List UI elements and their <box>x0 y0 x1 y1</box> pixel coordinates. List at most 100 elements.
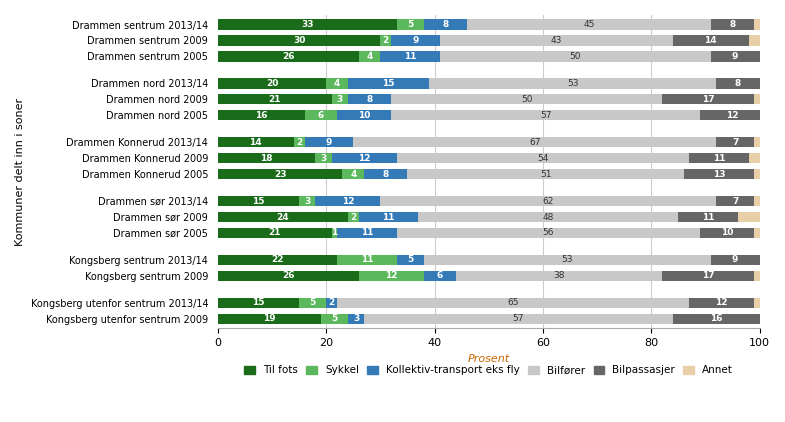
Bar <box>381 196 716 206</box>
Bar <box>305 137 353 147</box>
Text: 18: 18 <box>261 154 273 162</box>
Text: 3: 3 <box>320 154 327 162</box>
Bar <box>218 255 337 265</box>
Text: 33: 33 <box>301 20 313 29</box>
Bar <box>440 51 710 62</box>
Text: 3: 3 <box>304 197 310 206</box>
Text: 5: 5 <box>309 298 316 308</box>
Text: 56: 56 <box>542 228 554 238</box>
Bar <box>418 212 678 222</box>
Text: 22: 22 <box>272 255 283 265</box>
Bar <box>218 228 331 238</box>
Bar <box>337 110 391 120</box>
Text: 12: 12 <box>385 271 397 280</box>
Bar <box>391 110 700 120</box>
Bar <box>710 255 760 265</box>
Bar <box>218 212 348 222</box>
Text: 2: 2 <box>350 213 356 222</box>
Bar <box>689 153 749 163</box>
Bar <box>299 196 316 206</box>
Text: 8: 8 <box>367 95 373 104</box>
Bar <box>353 137 716 147</box>
Bar <box>327 78 348 89</box>
Text: 4: 4 <box>367 52 373 61</box>
Bar <box>337 228 396 238</box>
Bar <box>218 51 359 62</box>
Bar <box>673 35 749 46</box>
Text: 38: 38 <box>553 271 565 280</box>
Bar <box>316 196 381 206</box>
Text: 26: 26 <box>282 271 294 280</box>
Bar <box>754 169 760 179</box>
Text: 21: 21 <box>268 95 281 104</box>
Bar <box>218 298 299 308</box>
Text: 57: 57 <box>513 314 524 323</box>
Text: 9: 9 <box>326 138 332 147</box>
Bar <box>294 137 305 147</box>
Bar <box>218 110 305 120</box>
Text: 1: 1 <box>331 228 338 238</box>
Y-axis label: Kommuner delt inn i soner: Kommuner delt inn i soner <box>15 97 25 246</box>
Bar <box>456 271 662 281</box>
Bar <box>299 298 327 308</box>
Text: 62: 62 <box>542 197 554 206</box>
Bar <box>381 35 391 46</box>
Bar <box>424 19 467 30</box>
Text: 11: 11 <box>360 255 373 265</box>
Bar <box>738 212 760 222</box>
Bar <box>218 314 321 324</box>
Text: 57: 57 <box>540 111 551 120</box>
Text: 12: 12 <box>715 298 728 308</box>
Text: 2: 2 <box>382 36 389 45</box>
Text: 5: 5 <box>331 314 338 323</box>
Bar <box>364 169 407 179</box>
Bar <box>321 314 348 324</box>
Bar <box>716 196 754 206</box>
Bar <box>710 51 760 62</box>
Bar <box>218 196 299 206</box>
Bar <box>754 228 760 238</box>
Bar <box>749 35 760 46</box>
Text: 4: 4 <box>334 79 340 88</box>
Text: 2: 2 <box>328 298 334 308</box>
Text: 12: 12 <box>726 111 739 120</box>
Text: 11: 11 <box>382 213 395 222</box>
Bar <box>391 35 440 46</box>
Text: 4: 4 <box>350 170 356 179</box>
Bar <box>424 271 456 281</box>
Bar <box>673 314 760 324</box>
Bar <box>218 94 331 105</box>
Text: 5: 5 <box>407 20 413 29</box>
Text: 14: 14 <box>250 138 262 147</box>
Bar <box>218 271 359 281</box>
Text: 3: 3 <box>337 95 343 104</box>
Bar <box>359 271 424 281</box>
Text: 10: 10 <box>721 228 733 238</box>
Text: 23: 23 <box>274 170 287 179</box>
Text: 6: 6 <box>436 271 443 280</box>
Bar <box>396 228 700 238</box>
Bar <box>337 298 689 308</box>
Bar <box>678 212 738 222</box>
Text: 67: 67 <box>529 138 541 147</box>
Text: 13: 13 <box>713 170 725 179</box>
Bar <box>700 228 754 238</box>
Text: 10: 10 <box>358 111 371 120</box>
Text: 21: 21 <box>268 228 281 238</box>
Text: 9: 9 <box>412 36 418 45</box>
Text: 30: 30 <box>293 36 305 45</box>
Text: 65: 65 <box>507 298 519 308</box>
Bar <box>396 153 689 163</box>
Bar <box>407 169 684 179</box>
Bar <box>218 169 342 179</box>
Text: 11: 11 <box>360 228 373 238</box>
Text: 17: 17 <box>702 95 714 104</box>
Text: 43: 43 <box>551 36 562 45</box>
Text: 19: 19 <box>263 314 276 323</box>
Text: 7: 7 <box>732 197 739 206</box>
Text: 5: 5 <box>407 255 413 265</box>
X-axis label: Prosent: Prosent <box>468 354 509 364</box>
Text: 16: 16 <box>710 314 722 323</box>
Bar <box>754 94 760 105</box>
Text: 20: 20 <box>266 79 278 88</box>
